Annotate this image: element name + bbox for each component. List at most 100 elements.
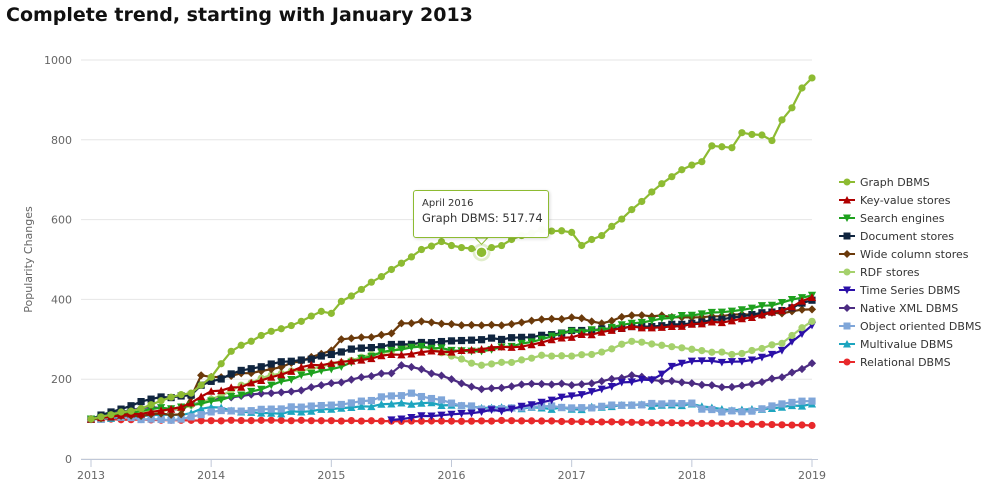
data-point: [247, 365, 255, 373]
data-point: [197, 411, 205, 419]
data-point: [417, 338, 426, 347]
data-point: [227, 383, 236, 392]
series-object-oriented-dbms: [87, 389, 816, 424]
data-point: [277, 409, 286, 418]
data-point: [277, 388, 286, 397]
data-point: [657, 323, 666, 331]
data-point: [698, 405, 706, 413]
data-point: [497, 241, 506, 250]
data-point: [597, 328, 606, 336]
highlighted-point[interactable]: [475, 246, 488, 259]
data-point: [467, 245, 476, 253]
data-point: [587, 379, 596, 388]
data-point: [778, 116, 786, 124]
data-point: [87, 415, 95, 423]
data-point: [778, 339, 786, 347]
legend-item-relational-dbms[interactable]: Relational DBMS: [838, 353, 996, 371]
data-point: [548, 402, 556, 410]
data-point: [207, 417, 215, 425]
data-point: [507, 417, 516, 425]
data-point: [467, 336, 476, 344]
legend-item-graph-dbms[interactable]: Graph DBMS: [838, 173, 996, 191]
data-point: [277, 325, 285, 333]
data-point: [628, 206, 636, 214]
legend-item-search-engines[interactable]: Search engines: [838, 209, 996, 227]
legend-item-object-oriented-dbms[interactable]: Object oriented DBMS: [838, 317, 996, 335]
data-point: [207, 373, 215, 381]
data-point: [447, 410, 456, 419]
data-point: [317, 352, 325, 360]
data-point: [588, 404, 596, 412]
data-point: [738, 408, 746, 416]
data-point: [708, 405, 716, 414]
legend-item-multivalue-dbms[interactable]: Multivalue DBMS: [838, 335, 996, 353]
data-point: [387, 416, 396, 425]
legend-item-rdf-stores[interactable]: RDF stores: [838, 263, 996, 281]
data-point: [397, 259, 406, 267]
data-point: [357, 373, 366, 382]
data-point: [628, 401, 636, 409]
data-point: [517, 380, 526, 389]
data-point: [487, 360, 496, 368]
legend-label: Time Series DBMS: [860, 283, 961, 297]
data-point: [287, 376, 296, 384]
data-point: [788, 398, 796, 407]
data-point: [427, 318, 436, 327]
data-point: [587, 317, 596, 326]
legend-item-key-value-stores[interactable]: Key-value stores: [838, 191, 996, 209]
data-point: [808, 317, 816, 325]
data-point: [407, 389, 416, 397]
data-point: [507, 320, 516, 329]
legend-item-wide-column-stores[interactable]: Wide column stores: [838, 245, 996, 263]
data-point: [567, 327, 576, 336]
data-point: [217, 386, 226, 395]
data-point: [487, 384, 496, 393]
data-point: [747, 356, 757, 365]
legend-symbol: [839, 286, 855, 294]
data-point: [517, 356, 526, 364]
data-point: [467, 382, 476, 391]
data-point: [698, 158, 706, 166]
data-point: [397, 350, 406, 359]
y-axis-title: Popularity Changes: [22, 206, 35, 313]
data-point: [787, 296, 797, 304]
data-point: [497, 321, 506, 330]
data-point: [668, 173, 676, 181]
data-point: [297, 363, 306, 371]
data-point: [427, 394, 436, 403]
data-point: [447, 347, 456, 356]
legend-item-native-xml-dbms[interactable]: Native XML DBMS: [838, 299, 996, 317]
data-point: [748, 407, 756, 415]
data-point: [337, 417, 345, 425]
data-point: [327, 379, 336, 388]
data-point: [377, 343, 386, 351]
data-point: [718, 348, 726, 356]
data-point: [477, 408, 486, 417]
data-point: [558, 403, 566, 412]
data-point: [387, 399, 396, 408]
data-point: [177, 403, 186, 411]
data-point: [177, 391, 185, 399]
data-point: [688, 161, 696, 169]
data-point: [467, 345, 476, 354]
data-point: [417, 399, 426, 407]
data-point: [257, 331, 265, 340]
y-tick-label: 0: [65, 453, 72, 466]
data-point: [447, 375, 456, 384]
data-point: [578, 418, 586, 426]
data-point: [357, 333, 366, 342]
data-point: [437, 337, 446, 346]
data-point: [588, 418, 596, 426]
data-point: [197, 381, 205, 389]
y-tick-label: 600: [51, 214, 72, 227]
data-point: [558, 227, 566, 235]
data-point: [197, 371, 206, 380]
data-point: [808, 421, 816, 430]
data-point: [658, 341, 666, 349]
legend-item-time-series-dbms[interactable]: Time Series DBMS: [838, 281, 996, 299]
data-point: [647, 312, 656, 321]
legend-symbol: [839, 340, 855, 348]
data-point: [357, 344, 365, 352]
legend-item-document-stores[interactable]: Document stores: [838, 227, 996, 245]
data-point: [768, 420, 776, 429]
